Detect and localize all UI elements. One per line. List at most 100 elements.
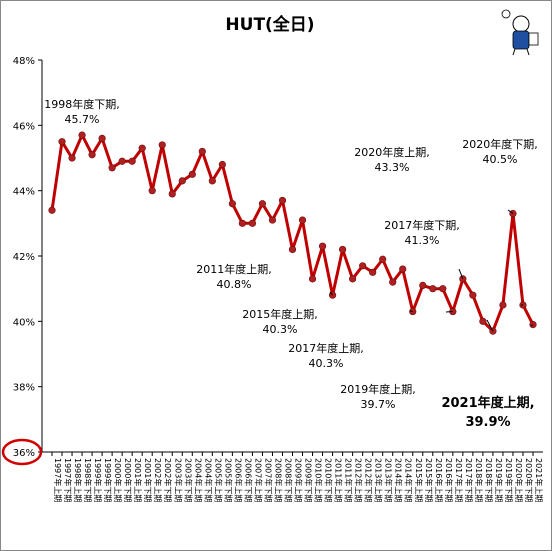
data-point bbox=[148, 187, 156, 195]
mascot-leg-left bbox=[512, 48, 516, 56]
x-axis: 1997年上期 1997年下期 1998年上期 1998年下期 1999年上期 1999年… bbox=[42, 451, 544, 502]
annotation-value: 40.5% bbox=[483, 153, 518, 166]
annotation-label: 2020年度上期, bbox=[354, 145, 430, 159]
x-tick-label: 2017年下期 bbox=[464, 458, 474, 502]
x-tick-label: 2012年下期 bbox=[364, 458, 374, 502]
x-tick-label: 1999年下期 bbox=[103, 458, 113, 502]
x-tick-label: 2018年下期 bbox=[484, 458, 494, 502]
highlight-circle bbox=[1, 438, 43, 466]
x-tick-label: 1997年下期 bbox=[63, 458, 73, 502]
x-tick-label: 2002年上期 bbox=[153, 458, 163, 502]
mascot-sign bbox=[528, 32, 539, 46]
annotation-value: 45.7% bbox=[65, 113, 100, 126]
data-point bbox=[98, 134, 106, 142]
data-point bbox=[208, 177, 216, 185]
data-point bbox=[399, 265, 407, 273]
data-point bbox=[248, 219, 257, 227]
x-tick-label: 2004年下期 bbox=[203, 458, 213, 502]
y-tick-label: 48% bbox=[13, 56, 35, 67]
annotation-label: 2017年度下期, bbox=[384, 218, 460, 232]
mascot-head bbox=[512, 15, 530, 33]
data-point bbox=[389, 278, 397, 286]
data-point bbox=[339, 245, 347, 254]
data-point bbox=[298, 216, 307, 224]
data-point bbox=[228, 200, 236, 208]
x-tick-label: 2002年下期 bbox=[163, 458, 173, 502]
annotation-value: 41.3% bbox=[405, 234, 440, 247]
data-point bbox=[379, 255, 387, 263]
data-point bbox=[489, 327, 497, 335]
y-tick-label: 38% bbox=[13, 383, 35, 394]
annotation-value: 39.9% bbox=[465, 415, 510, 430]
annotation-leader bbox=[507, 209, 514, 214]
data-point bbox=[288, 245, 297, 254]
x-tick-label: 2004年上期 bbox=[193, 458, 203, 502]
data-point bbox=[128, 157, 136, 165]
data-point bbox=[88, 151, 96, 159]
data-point bbox=[188, 170, 196, 178]
annotation-leader bbox=[486, 319, 494, 332]
x-tick-label: 2013年上期 bbox=[374, 458, 384, 502]
annotations: 1998年度下期, 45.7% 2011年度上期, 40.8% 2015年度上期, 40.… bbox=[44, 97, 538, 430]
x-tick-label: 2005年下期 bbox=[223, 458, 233, 502]
annotation-value: 43.3% bbox=[375, 161, 410, 174]
y-tick-label: 44% bbox=[13, 187, 35, 198]
annotation-label: 2017年度上期, bbox=[288, 341, 364, 355]
y-tick-label: 42% bbox=[13, 252, 35, 263]
x-tick-label: 2011年下期 bbox=[344, 458, 354, 502]
x-tick-label: 2005年上期 bbox=[213, 458, 223, 502]
data-point bbox=[278, 196, 287, 205]
x-tick-label: 2014年下期 bbox=[404, 458, 414, 502]
mascot-leg-right bbox=[526, 48, 530, 56]
data-point bbox=[138, 144, 146, 152]
mascot-illustration bbox=[501, 9, 539, 56]
x-tick-label: 2003年下期 bbox=[183, 458, 193, 502]
data-point bbox=[359, 262, 367, 270]
x-tick-label: 2020年上期 bbox=[514, 458, 524, 502]
annotation-label: 2019年度上期, bbox=[340, 382, 416, 396]
data-point bbox=[349, 275, 357, 283]
data-point bbox=[118, 157, 126, 165]
x-tick-label: 2007年上期 bbox=[253, 458, 263, 502]
data-point bbox=[459, 275, 467, 283]
x-tick-label: 2014年上期 bbox=[394, 458, 404, 502]
x-tick-label: 2000年上期 bbox=[113, 458, 123, 502]
x-tick-label: 2013年下期 bbox=[384, 458, 394, 502]
data-point bbox=[198, 147, 206, 156]
annotation-label: 2015年度上期, bbox=[242, 307, 318, 321]
x-tick-label: 2018年上期 bbox=[474, 458, 484, 502]
annotation-leader bbox=[458, 268, 464, 280]
x-tick-label: 2020年下期 bbox=[524, 458, 534, 502]
annotation-label: 2021年度上期, bbox=[441, 395, 534, 411]
data-point bbox=[258, 200, 267, 208]
x-tick-label: 2009年上期 bbox=[294, 458, 304, 502]
x-tick-label: 2011年上期 bbox=[334, 458, 344, 502]
x-tick-label: 2015年上期 bbox=[414, 458, 424, 502]
x-tick-label: 2006年上期 bbox=[233, 458, 243, 502]
data-point bbox=[318, 242, 327, 250]
x-tick-label: 2001年上期 bbox=[133, 458, 143, 502]
y-tick-label: 40% bbox=[13, 317, 35, 328]
annotation-leader bbox=[409, 310, 413, 313]
data-point bbox=[78, 131, 86, 139]
annotation-label: 1998年度下期, bbox=[44, 97, 120, 111]
x-tick-label: 2003年上期 bbox=[173, 458, 183, 502]
data-point bbox=[58, 138, 66, 146]
annotation-leader bbox=[329, 291, 333, 296]
data-point bbox=[268, 216, 277, 224]
data-point bbox=[369, 268, 377, 276]
x-tick-label: 2019年上期 bbox=[494, 458, 504, 502]
x-tick-label: 1997年上期 bbox=[53, 458, 63, 502]
data-point bbox=[68, 154, 76, 162]
x-tick-label: 2017年上期 bbox=[454, 458, 464, 502]
series-points bbox=[48, 131, 537, 335]
x-tick-label: 2010年上期 bbox=[314, 458, 324, 502]
data-point bbox=[218, 160, 226, 169]
x-tick-label: 2001年下期 bbox=[143, 458, 153, 502]
x-tick-label: 2010年下期 bbox=[324, 458, 334, 502]
annotation-label: 2011年度上期, bbox=[196, 262, 272, 276]
annotation-value: 40.3% bbox=[263, 323, 298, 336]
chart-title: HUT(全日) bbox=[225, 14, 314, 35]
mascot-body bbox=[512, 30, 530, 50]
